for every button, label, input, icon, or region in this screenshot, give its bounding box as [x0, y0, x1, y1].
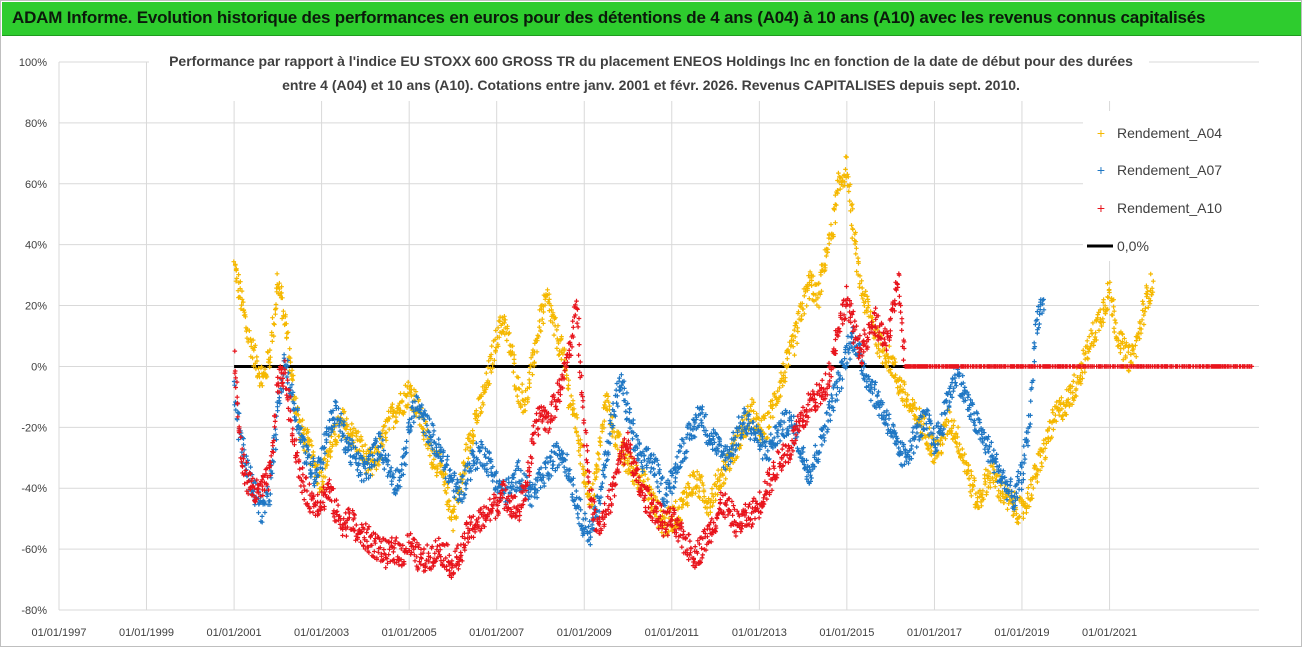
- y-tick-label: 20%: [25, 301, 47, 313]
- legend-marker-a10: +: [1097, 200, 1105, 216]
- x-tick-label: 01/01/2009: [557, 627, 612, 639]
- x-tick-label: 01/01/2005: [382, 627, 437, 639]
- x-tick-label: 01/01/2007: [469, 627, 524, 639]
- legend-label-a04: Rendement_A04: [1117, 125, 1222, 141]
- x-tick-label: 01/01/2013: [732, 627, 787, 639]
- x-tick-label: 01/01/2017: [907, 627, 962, 639]
- legend-marker-a07: +: [1097, 162, 1105, 178]
- legend: + Rendement_A04 + Rendement_A07 + Rendem…: [1083, 111, 1273, 261]
- series-rendement-a07: [231, 297, 1047, 547]
- chart-title-line-1: Performance par rapport à l'indice EU ST…: [169, 53, 1133, 69]
- y-tick-label: 40%: [25, 240, 47, 252]
- legend-item-a04: + Rendement_A04: [1097, 125, 1222, 141]
- report-title: ADAM Informe. Evolution historique des p…: [12, 8, 1206, 27]
- y-tick-label: -40%: [21, 483, 47, 495]
- x-tick-label: 01/01/2015: [819, 627, 874, 639]
- chart-title-line-2: entre 4 (A04) et 10 ans (A10). Cotations…: [282, 77, 1020, 93]
- legend-item-zero-line: 0,0%: [1087, 238, 1149, 254]
- series-markers: [231, 297, 1047, 547]
- y-axis: -80% -60% -40% -20% 0% 20% 40% 60% 80% 100%: [19, 57, 47, 617]
- chart-title: Performance par rapport à l'indice EU ST…: [149, 45, 1149, 101]
- x-tick-label: 01/01/2003: [294, 627, 349, 639]
- legend-label-a10: Rendement_A10: [1117, 200, 1222, 216]
- report-banner: ADAM Informe. Evolution historique des p…: [2, 2, 1301, 36]
- legend-label-a07: Rendement_A07: [1117, 162, 1222, 178]
- legend-marker-a04: +: [1097, 125, 1105, 141]
- y-tick-label: 0%: [31, 361, 47, 373]
- x-tick-label: 01/01/2011: [645, 627, 699, 639]
- x-tick-label: 01/01/1999: [119, 627, 174, 639]
- x-tick-label: 01/01/1997: [31, 627, 86, 639]
- y-tick-label: -20%: [21, 422, 47, 434]
- y-tick-label: -80%: [21, 605, 47, 617]
- x-tick-label: 01/01/2019: [994, 627, 1049, 639]
- y-tick-label: -60%: [21, 544, 47, 556]
- x-axis: 01/01/1997 01/01/1999 01/01/2001 01/01/2003…: [31, 627, 1137, 639]
- y-tick-label: 100%: [19, 57, 47, 69]
- legend-label-zero-line: 0,0%: [1117, 238, 1149, 254]
- y-tick-label: 80%: [25, 118, 47, 130]
- y-tick-label: 60%: [25, 179, 47, 191]
- legend-item-a07: + Rendement_A07: [1097, 162, 1222, 178]
- plot-area: [231, 154, 1254, 580]
- x-tick-label: 01/01/2001: [207, 627, 262, 639]
- x-tick-label: 01/01/2021: [1082, 627, 1137, 639]
- legend-item-a10: + Rendement_A10: [1097, 200, 1222, 216]
